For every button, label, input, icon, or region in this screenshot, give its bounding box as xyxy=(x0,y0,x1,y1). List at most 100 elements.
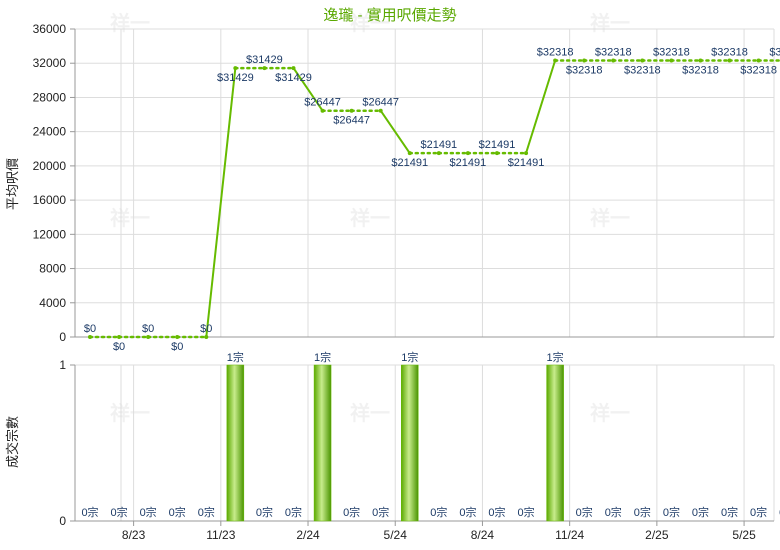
bar-data-label: 0宗 xyxy=(517,505,534,519)
bar-data-label: 0宗 xyxy=(576,505,593,519)
line-data-label: $26447 xyxy=(362,97,399,109)
bar-y-axis-label: 成交宗數 xyxy=(5,416,20,468)
line-data-label: $0 xyxy=(171,341,183,353)
bar xyxy=(226,364,245,522)
bar-data-label: 0宗 xyxy=(169,505,186,519)
line-data-label: $26447 xyxy=(304,97,341,109)
line-point xyxy=(349,108,354,113)
bar-data-label: 0宗 xyxy=(605,505,622,519)
line-y-tick-label: 8000 xyxy=(39,262,66,276)
line-data-label: $21491 xyxy=(420,139,457,151)
line-data-label: $32318 xyxy=(595,47,632,59)
line-data-label: $21491 xyxy=(391,157,428,169)
line-data-label: $0 xyxy=(200,323,212,335)
line-point xyxy=(204,335,209,339)
line-data-label: $32318 xyxy=(711,47,748,59)
bar-data-label: 0宗 xyxy=(459,505,476,519)
bar xyxy=(401,364,419,522)
watermark-text: 祥一 xyxy=(350,401,390,425)
line-y-tick-label: 12000 xyxy=(33,227,67,241)
line-data-label: $32318 xyxy=(537,47,574,59)
line-point xyxy=(233,66,238,71)
line-data-label: $26447 xyxy=(333,115,370,127)
watermark-text: 祥一 xyxy=(590,206,630,230)
line-y-tick-label: 28000 xyxy=(33,90,67,104)
bar-data-label: 1宗 xyxy=(227,350,244,364)
line-point xyxy=(611,58,616,63)
x-tick-label: 2/24 xyxy=(296,528,320,542)
line-data-label: $0 xyxy=(84,323,96,335)
bar-data-label: 0宗 xyxy=(721,505,738,519)
watermark-text: 祥一 xyxy=(350,206,390,230)
line-data-label: $31429 xyxy=(275,72,312,84)
line-y-tick-label: 20000 xyxy=(33,159,67,173)
line-data-label: $32318 xyxy=(624,65,661,77)
line-data-label: $32318 xyxy=(740,65,777,77)
bar-y-tick-label: 1 xyxy=(59,358,66,372)
bar-data-label: 0宗 xyxy=(81,505,98,519)
watermark-text: 祥一 xyxy=(590,11,630,35)
line-data-label: $32318 xyxy=(566,65,603,77)
line-point xyxy=(436,151,441,156)
bar-data-label: 0宗 xyxy=(372,505,389,519)
bar-data-label: 1宗 xyxy=(401,350,418,364)
bar-data-label: 0宗 xyxy=(488,505,505,519)
line-y-tick-label: 36000 xyxy=(33,22,67,36)
bar xyxy=(546,364,564,522)
line-point xyxy=(320,108,325,113)
bar-data-label: 0宗 xyxy=(750,505,767,519)
watermark-text: 祥一 xyxy=(110,11,150,35)
watermark-text: 祥一 xyxy=(110,206,150,230)
line-y-tick-label: 4000 xyxy=(39,296,66,310)
line-data-label: $0 xyxy=(142,323,154,335)
line-point xyxy=(698,58,703,63)
line-data-label: $0 xyxy=(113,341,125,353)
bar-data-label: 0宗 xyxy=(140,505,157,519)
bar-data-label: 0宗 xyxy=(663,505,680,519)
watermark-text: 祥一 xyxy=(350,11,390,35)
bar-data-label: 0宗 xyxy=(692,505,709,519)
line-point xyxy=(146,335,151,339)
line-y-tick-label: 0 xyxy=(59,330,66,344)
line-point xyxy=(88,335,92,339)
x-tick-label: 11/23 xyxy=(206,528,235,542)
line-point xyxy=(378,108,383,113)
line-point xyxy=(465,151,470,156)
bar-data-label: 1宗 xyxy=(314,350,331,364)
line-segment xyxy=(205,67,237,338)
bar-y-tick-label: 0 xyxy=(59,514,66,528)
bar-data-label: 0宗 xyxy=(256,505,273,519)
line-data-label: $32318 xyxy=(769,47,780,59)
line-data-label: $21491 xyxy=(479,139,516,151)
bar-data-label: 0宗 xyxy=(634,505,651,519)
line-point xyxy=(553,58,558,63)
line-point xyxy=(524,151,529,156)
bar-data-label: 0宗 xyxy=(111,505,128,519)
line-point xyxy=(756,58,761,63)
bar-data-label: 0宗 xyxy=(343,505,360,519)
bar xyxy=(313,364,332,522)
line-data-label: $32318 xyxy=(682,65,719,77)
line-segment xyxy=(379,109,411,155)
line-point xyxy=(262,66,267,71)
x-tick-label: 8/24 xyxy=(471,528,495,542)
line-point xyxy=(117,335,122,339)
line-point xyxy=(640,58,645,63)
bar-data-label: 1宗 xyxy=(547,350,564,364)
line-y-tick-label: 16000 xyxy=(33,193,67,207)
line-y-tick-label: 32000 xyxy=(33,56,67,70)
watermark-text: 祥一 xyxy=(110,401,150,425)
bar-data-label: 0宗 xyxy=(198,505,215,519)
line-segment xyxy=(525,59,557,155)
line-data-label: $31429 xyxy=(217,72,254,84)
line-point xyxy=(494,151,499,156)
x-tick-label: 5/25 xyxy=(732,528,756,542)
line-point xyxy=(669,58,674,63)
line-y-axis-label: 平均呎價 xyxy=(5,158,20,210)
x-tick-label: 8/23 xyxy=(122,528,146,542)
x-tick-label: 11/24 xyxy=(555,528,584,542)
line-y-tick-label: 24000 xyxy=(33,125,67,139)
line-data-label: $21491 xyxy=(450,157,487,169)
